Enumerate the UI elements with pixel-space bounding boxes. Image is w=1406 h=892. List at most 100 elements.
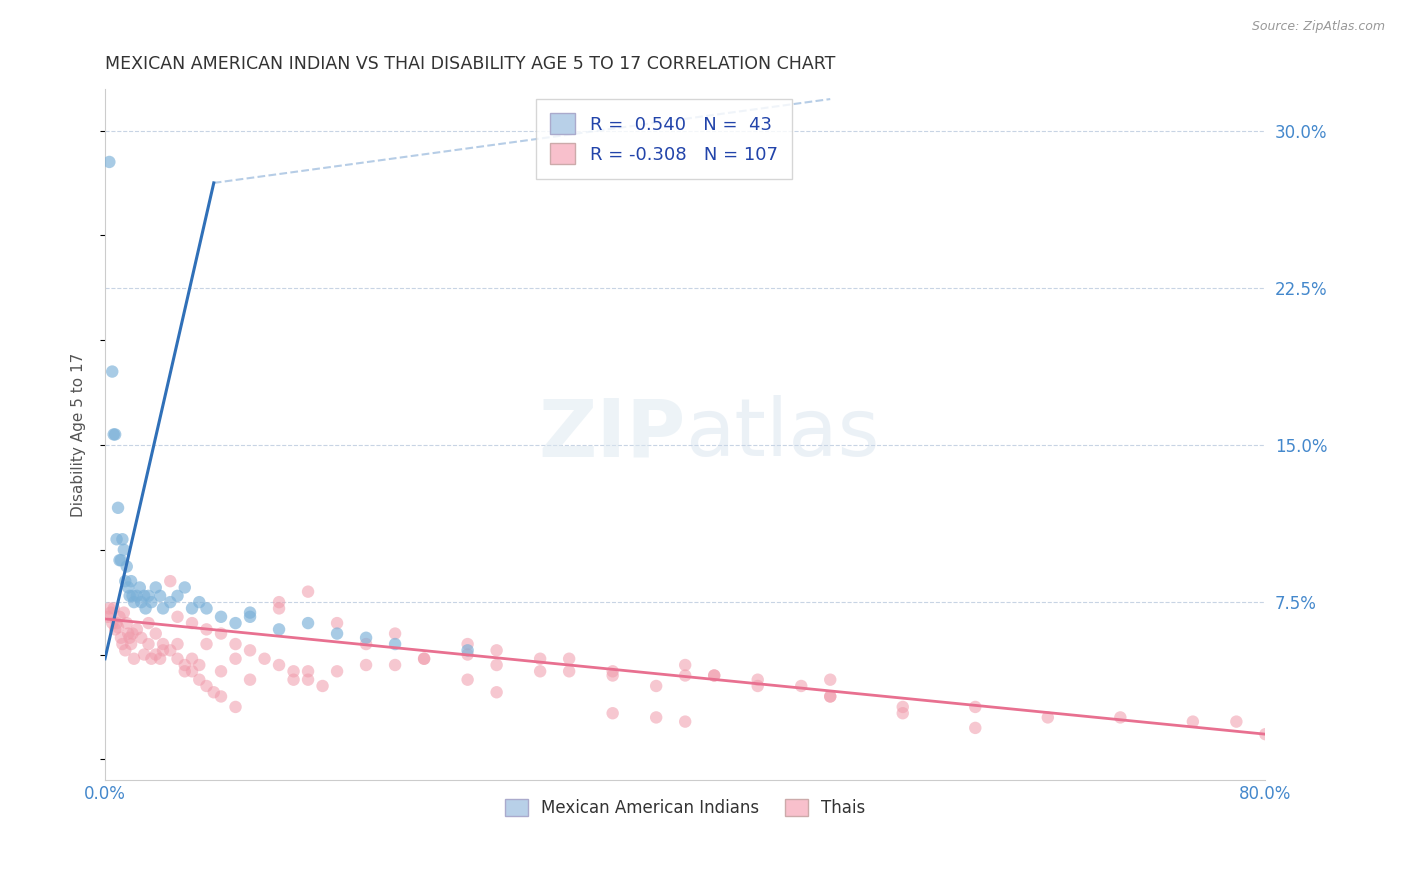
Point bbox=[122, 651, 145, 665]
Point bbox=[673, 658, 696, 673]
Y-axis label: Disability Age 5 to 17: Disability Age 5 to 17 bbox=[72, 352, 86, 516]
Point bbox=[138, 616, 160, 631]
Point bbox=[110, 553, 132, 567]
Point bbox=[283, 673, 305, 687]
Point bbox=[129, 595, 152, 609]
Point bbox=[122, 595, 145, 609]
Point bbox=[134, 589, 156, 603]
Point bbox=[107, 620, 129, 634]
Point bbox=[1036, 710, 1059, 724]
Point bbox=[602, 706, 624, 721]
Point bbox=[188, 673, 211, 687]
Point bbox=[98, 155, 121, 169]
Point bbox=[145, 648, 167, 662]
Point bbox=[891, 700, 914, 714]
Point bbox=[103, 601, 125, 615]
Point bbox=[267, 595, 290, 609]
Point bbox=[209, 690, 232, 704]
Point bbox=[159, 595, 181, 609]
Point bbox=[225, 651, 247, 665]
Point bbox=[145, 581, 167, 595]
Point bbox=[673, 668, 696, 682]
Point bbox=[965, 700, 987, 714]
Point bbox=[326, 626, 349, 640]
Point bbox=[195, 637, 218, 651]
Point bbox=[558, 651, 581, 665]
Point bbox=[138, 637, 160, 651]
Point bbox=[703, 668, 725, 682]
Text: ZIP: ZIP bbox=[538, 395, 685, 474]
Point bbox=[239, 606, 262, 620]
Point bbox=[195, 601, 218, 615]
Point bbox=[965, 721, 987, 735]
Point bbox=[891, 706, 914, 721]
Point bbox=[103, 427, 125, 442]
Point bbox=[267, 623, 290, 637]
Point bbox=[141, 595, 163, 609]
Point bbox=[117, 626, 139, 640]
Point bbox=[118, 589, 141, 603]
Point bbox=[225, 637, 247, 651]
Point bbox=[267, 658, 290, 673]
Point bbox=[457, 673, 479, 687]
Point bbox=[173, 581, 195, 595]
Point bbox=[104, 623, 127, 637]
Point bbox=[114, 574, 136, 589]
Point bbox=[645, 710, 668, 724]
Point bbox=[159, 643, 181, 657]
Point bbox=[115, 616, 138, 631]
Point bbox=[112, 542, 135, 557]
Point bbox=[166, 589, 188, 603]
Point bbox=[118, 631, 141, 645]
Point bbox=[181, 616, 204, 631]
Point bbox=[239, 609, 262, 624]
Point bbox=[107, 500, 129, 515]
Legend: Mexican American Indians, Thais: Mexican American Indians, Thais bbox=[498, 792, 872, 824]
Point bbox=[115, 559, 138, 574]
Point bbox=[97, 609, 120, 624]
Point bbox=[173, 658, 195, 673]
Point bbox=[818, 690, 841, 704]
Point bbox=[384, 626, 406, 640]
Point bbox=[818, 673, 841, 687]
Point bbox=[166, 651, 188, 665]
Point bbox=[413, 651, 436, 665]
Point bbox=[141, 651, 163, 665]
Point bbox=[1109, 710, 1132, 724]
Point bbox=[105, 533, 128, 547]
Point bbox=[1254, 727, 1277, 741]
Point bbox=[202, 685, 225, 699]
Point bbox=[108, 609, 131, 624]
Text: Source: ZipAtlas.com: Source: ZipAtlas.com bbox=[1251, 20, 1385, 33]
Point bbox=[135, 601, 157, 615]
Point bbox=[145, 626, 167, 640]
Point bbox=[100, 606, 122, 620]
Point bbox=[104, 427, 127, 442]
Point bbox=[209, 626, 232, 640]
Point bbox=[195, 623, 218, 637]
Point bbox=[703, 668, 725, 682]
Point bbox=[413, 651, 436, 665]
Point bbox=[1225, 714, 1247, 729]
Point bbox=[173, 665, 195, 679]
Point bbox=[457, 643, 479, 657]
Point bbox=[267, 601, 290, 615]
Point bbox=[457, 637, 479, 651]
Point bbox=[1181, 714, 1204, 729]
Point bbox=[239, 643, 262, 657]
Point bbox=[747, 673, 769, 687]
Text: MEXICAN AMERICAN INDIAN VS THAI DISABILITY AGE 5 TO 17 CORRELATION CHART: MEXICAN AMERICAN INDIAN VS THAI DISABILI… bbox=[105, 55, 835, 73]
Point bbox=[101, 365, 124, 379]
Point bbox=[297, 673, 319, 687]
Point bbox=[134, 648, 156, 662]
Point bbox=[645, 679, 668, 693]
Point bbox=[114, 643, 136, 657]
Point bbox=[125, 589, 148, 603]
Point bbox=[225, 700, 247, 714]
Point bbox=[149, 589, 172, 603]
Point bbox=[121, 626, 143, 640]
Point bbox=[110, 631, 132, 645]
Point bbox=[181, 665, 204, 679]
Point bbox=[326, 616, 349, 631]
Point bbox=[457, 648, 479, 662]
